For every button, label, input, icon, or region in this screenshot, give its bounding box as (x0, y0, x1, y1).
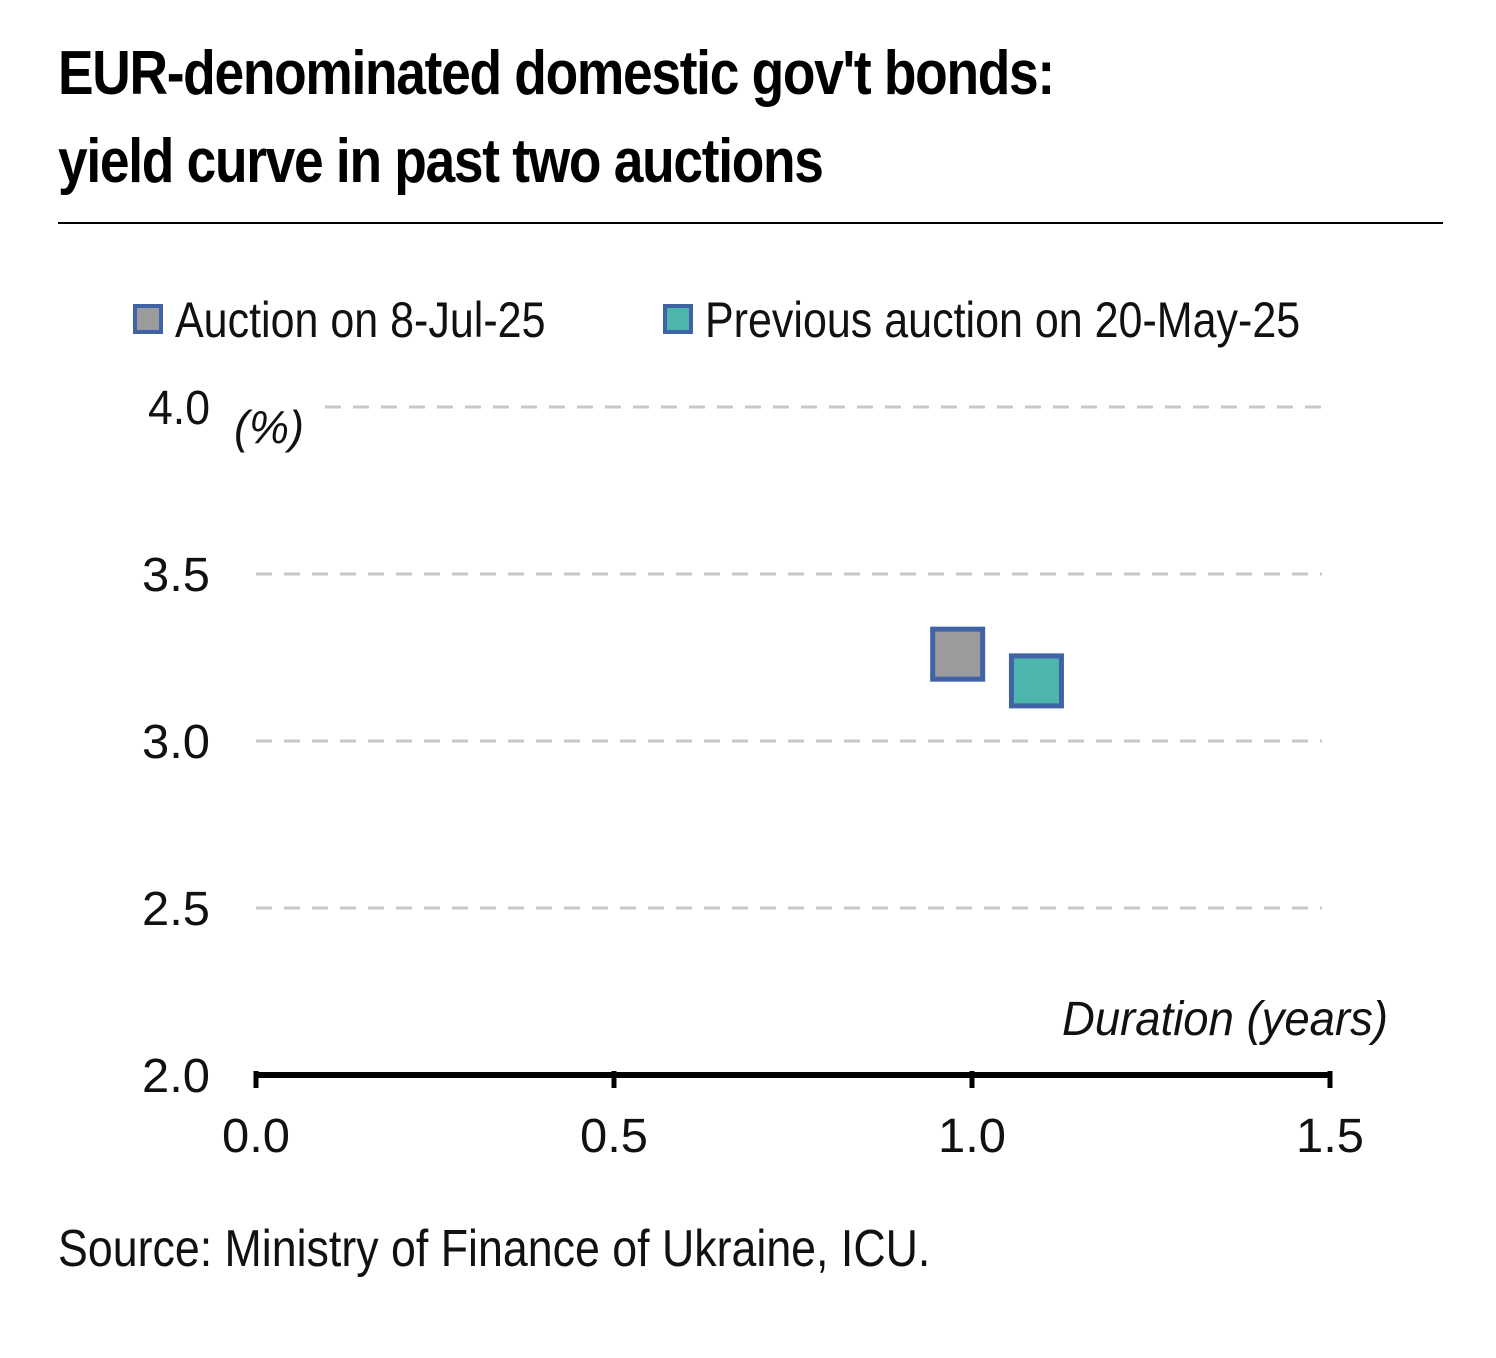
x-tick-label: 0.0 (222, 1110, 290, 1163)
y-tick-label: 2.5 (142, 883, 210, 936)
y-axis-tick-labels: 2.0 2.5 3.0 3.5 4.0 (142, 382, 210, 1103)
y-tick-label: 2.0 (142, 1050, 210, 1103)
marker-current-auction (930, 626, 986, 682)
data-markers (930, 626, 1064, 709)
legend-label-previous-auction: Previous auction on 20-May-25 (705, 292, 1301, 348)
chart-title: EUR-denominated domestic gov't bonds: yi… (58, 30, 1245, 206)
x-axis-tick-labels: 0.0 0.5 1.0 1.5 (222, 1110, 1364, 1163)
gridlines (256, 405, 1322, 910)
y-axis-label: (%) (234, 401, 304, 453)
y-tick-label: 3.0 (142, 716, 210, 769)
title-divider (58, 222, 1443, 224)
legend-swatch-gray (133, 304, 163, 334)
y-tick-label: 4.0 (148, 382, 210, 435)
x-axis-label: Duration (years) (1062, 993, 1388, 1046)
x-axis (253, 1071, 1333, 1088)
chart-title-line-1: EUR-denominated domestic gov't bonds: (58, 39, 1055, 108)
legend-swatch-teal (663, 304, 693, 334)
source-note: Source: Ministry of Finance of Ukraine, … (58, 1220, 931, 1278)
chart-title-line-2: yield curve in past two auctions (58, 127, 824, 196)
marker-previous-auction (1008, 653, 1064, 709)
y-tick-label: 3.5 (142, 549, 210, 602)
x-tick-label: 0.5 (580, 1110, 648, 1163)
x-tick-label: 1.5 (1296, 1110, 1364, 1163)
legend-label-current-auction: Auction on 8-Jul-25 (175, 292, 546, 348)
x-tick-label: 1.0 (938, 1110, 1006, 1163)
